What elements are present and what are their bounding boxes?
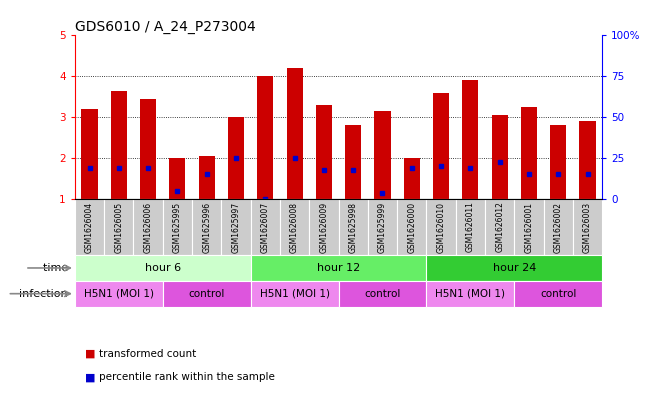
Text: GSM1625998: GSM1625998	[349, 202, 357, 253]
Bar	[316, 105, 332, 199]
Bar	[221, 199, 251, 255]
Text: hour 12: hour 12	[317, 263, 360, 273]
Bar	[404, 158, 420, 199]
Bar	[75, 255, 251, 281]
Bar	[345, 125, 361, 199]
Text: hour 6: hour 6	[145, 263, 181, 273]
Text: H5N1 (MOI 1): H5N1 (MOI 1)	[84, 289, 154, 299]
Bar	[492, 115, 508, 199]
Text: GSM1625997: GSM1625997	[232, 202, 240, 253]
Bar	[368, 199, 397, 255]
Bar	[397, 199, 426, 255]
Bar	[75, 281, 163, 307]
Bar	[309, 199, 339, 255]
Text: GDS6010 / A_24_P273004: GDS6010 / A_24_P273004	[75, 20, 256, 34]
Text: GSM1626004: GSM1626004	[85, 202, 94, 253]
Text: GSM1626012: GSM1626012	[495, 202, 504, 252]
Text: GSM1626001: GSM1626001	[525, 202, 533, 253]
Bar	[339, 199, 368, 255]
Text: GSM1626007: GSM1626007	[261, 202, 270, 253]
Bar	[140, 99, 156, 199]
Text: GSM1625995: GSM1625995	[173, 202, 182, 253]
Bar	[163, 281, 251, 307]
Bar	[104, 199, 133, 255]
Text: transformed count: transformed count	[99, 349, 196, 359]
Bar	[456, 199, 485, 255]
Text: GSM1626008: GSM1626008	[290, 202, 299, 253]
Bar	[339, 281, 426, 307]
Bar	[426, 281, 514, 307]
Bar	[514, 281, 602, 307]
Text: H5N1 (MOI 1): H5N1 (MOI 1)	[260, 289, 329, 299]
Text: H5N1 (MOI 1): H5N1 (MOI 1)	[436, 289, 505, 299]
Bar	[426, 199, 456, 255]
Text: GSM1626000: GSM1626000	[408, 202, 416, 253]
Bar	[374, 111, 391, 199]
Bar	[485, 199, 514, 255]
Bar	[521, 107, 537, 199]
Bar	[280, 199, 309, 255]
Bar	[133, 199, 163, 255]
Bar	[514, 199, 544, 255]
Text: GSM1625996: GSM1625996	[202, 202, 211, 253]
Bar	[228, 117, 244, 199]
Bar	[251, 199, 280, 255]
Text: GSM1626009: GSM1626009	[320, 202, 328, 253]
Text: time: time	[42, 263, 75, 273]
Bar	[251, 281, 339, 307]
Bar	[550, 125, 566, 199]
Bar	[169, 158, 186, 199]
Bar	[433, 93, 449, 199]
Text: GSM1626005: GSM1626005	[115, 202, 123, 253]
Bar	[426, 255, 602, 281]
Text: GSM1626011: GSM1626011	[466, 202, 475, 252]
Text: percentile rank within the sample: percentile rank within the sample	[99, 372, 275, 382]
Bar	[163, 199, 192, 255]
Text: ■: ■	[85, 349, 95, 359]
Text: control: control	[189, 289, 225, 299]
Bar	[251, 255, 426, 281]
Bar	[579, 121, 596, 199]
Bar	[199, 156, 215, 199]
Text: hour 24: hour 24	[493, 263, 536, 273]
Text: control: control	[365, 289, 400, 299]
Bar	[286, 68, 303, 199]
Text: GSM1626010: GSM1626010	[437, 202, 445, 253]
Bar	[111, 91, 127, 199]
Bar	[192, 199, 221, 255]
Text: ■: ■	[85, 372, 95, 382]
Text: GSM1626003: GSM1626003	[583, 202, 592, 253]
Bar	[544, 199, 573, 255]
Text: GSM1625999: GSM1625999	[378, 202, 387, 253]
Bar	[573, 199, 602, 255]
Bar	[81, 109, 98, 199]
Text: GSM1626006: GSM1626006	[144, 202, 152, 253]
Text: control: control	[540, 289, 576, 299]
Bar	[462, 81, 478, 199]
Text: infection: infection	[20, 289, 75, 299]
Text: GSM1626002: GSM1626002	[554, 202, 562, 253]
Bar	[257, 76, 273, 199]
Bar	[75, 199, 104, 255]
